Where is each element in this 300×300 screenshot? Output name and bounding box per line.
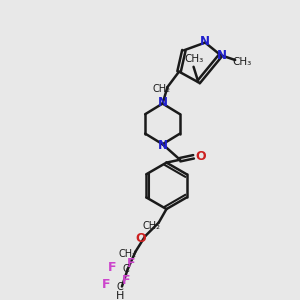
Text: N: N — [217, 49, 226, 62]
Text: CH₂: CH₂ — [153, 84, 171, 94]
Text: H: H — [116, 291, 124, 300]
Text: N: N — [158, 139, 168, 152]
Text: CH₃: CH₃ — [184, 54, 203, 64]
Text: CH₂: CH₂ — [143, 220, 161, 230]
Text: F: F — [102, 278, 111, 291]
Text: N: N — [158, 96, 168, 109]
Text: F: F — [108, 261, 116, 274]
Text: F: F — [122, 274, 130, 287]
Text: O: O — [195, 150, 206, 163]
Text: C: C — [122, 264, 129, 274]
Text: CH₃: CH₃ — [232, 57, 252, 67]
Text: F: F — [128, 257, 136, 270]
Text: O: O — [135, 232, 146, 244]
Text: C: C — [117, 281, 123, 292]
Text: CH₂: CH₂ — [119, 249, 137, 259]
Text: N: N — [200, 35, 210, 48]
